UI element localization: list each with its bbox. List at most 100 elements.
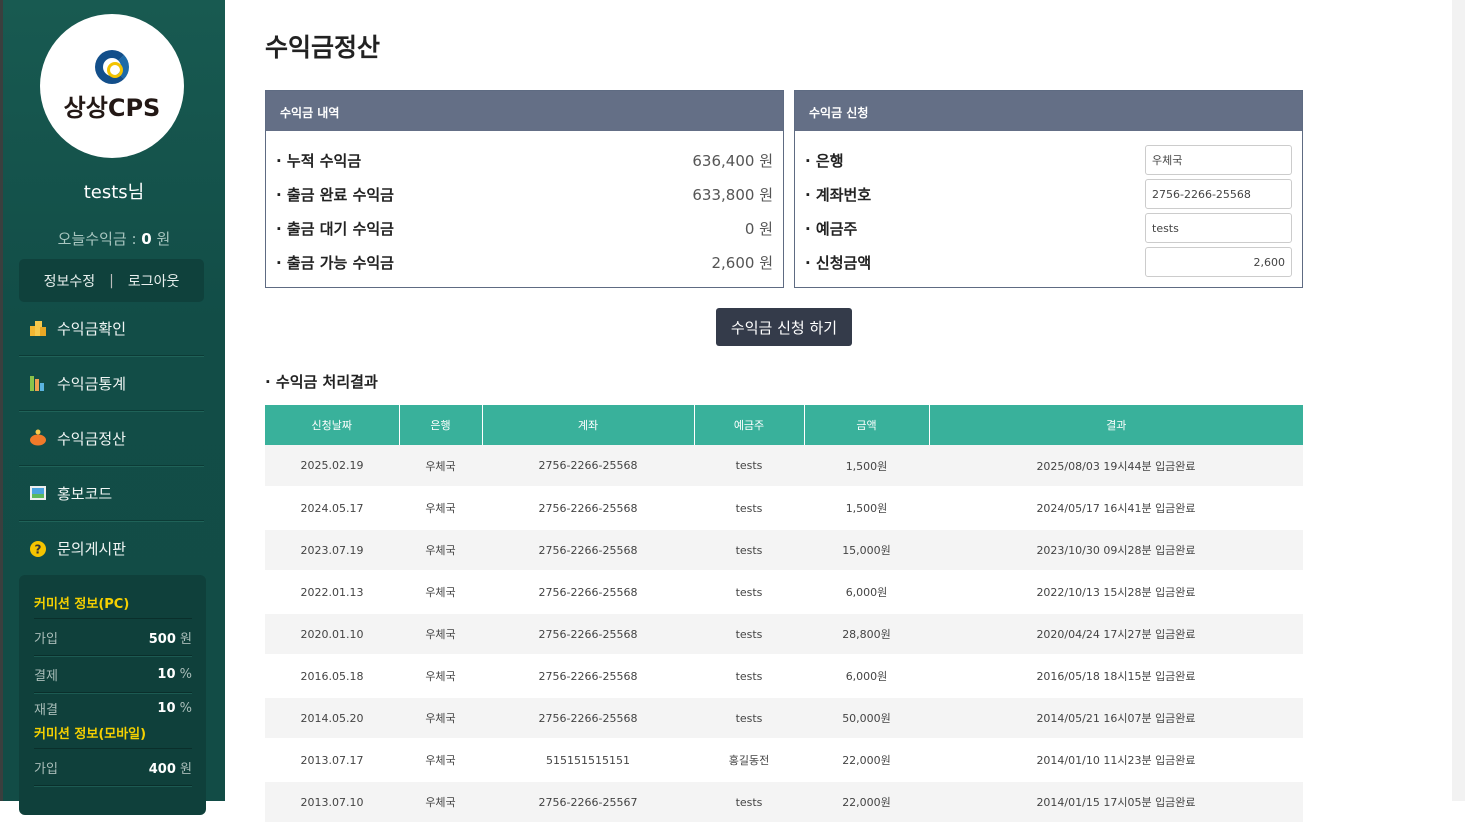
table-cell: 2016.05.18 bbox=[265, 655, 399, 698]
commission-unit: 원 bbox=[180, 631, 192, 647]
table-cell: 1,500원 bbox=[804, 445, 929, 488]
table-cell: 2014/05/21 16시07분 입금완료 bbox=[929, 697, 1303, 740]
commission-label: 결제 bbox=[34, 668, 58, 684]
table-cell: tests bbox=[694, 655, 804, 698]
table-cell: 28,800원 bbox=[804, 613, 929, 656]
table-cell: 2022.01.13 bbox=[265, 571, 399, 614]
table-cell: 2023.07.19 bbox=[265, 529, 399, 572]
sidebar-menu: 수익금확인 수익금통계 수익금정산 홍보코드 ? 문의게시판 bbox=[19, 301, 204, 576]
table-row: 2025.02.19 우체국 2756-2266-25568 tests 1,500원 2… bbox=[265, 445, 1303, 488]
table-cell: 2756-2266-25568 bbox=[482, 445, 694, 488]
amount-label: · 신청금액 bbox=[805, 253, 872, 272]
account-number-input[interactable] bbox=[1145, 179, 1292, 209]
table-cell: 2013.07.10 bbox=[265, 781, 399, 824]
bank-row: · 은행 bbox=[795, 143, 1302, 177]
column-header: 은행 bbox=[398, 405, 482, 445]
commission-pc-title: 커미션 정보(PC) bbox=[34, 593, 192, 619]
sidebar-item-earnings-stats[interactable]: 수익금통계 bbox=[19, 356, 204, 411]
separator: | bbox=[109, 272, 114, 289]
edit-info-link[interactable]: 정보수정 bbox=[43, 273, 96, 290]
history-value: 0 원 bbox=[744, 219, 773, 238]
table-header-row: 신청날짜 은행 계좌 예금주 금액 결과 bbox=[265, 405, 1303, 445]
table-cell: 2756-2266-25568 bbox=[482, 613, 694, 656]
earnings-history-panel: 수익금 내역 · 누적 수익금 636,400 원 · 출금 완료 수익금 633,… bbox=[265, 90, 784, 288]
sidebar-item-earnings-check[interactable]: 수익금확인 bbox=[19, 301, 204, 356]
history-row: · 출금 대기 수익금 0 원 bbox=[266, 211, 783, 245]
submit-request-button[interactable]: 수익금 신청 하기 bbox=[716, 308, 852, 346]
earnings-request-panel: 수익금 신청 · 은행 · 계좌번호 · 예금주 · 신청금액 bbox=[794, 90, 1303, 288]
sidebar-item-label: 문의게시판 bbox=[57, 540, 127, 558]
table-cell: tests bbox=[694, 613, 804, 656]
history-value: 2,600 원 bbox=[711, 253, 773, 272]
commission-label: 재결 bbox=[34, 702, 58, 718]
today-unit: 원 bbox=[156, 230, 171, 248]
table-cell: 2756-2266-25568 bbox=[482, 571, 694, 614]
table-row: 2013.07.10 우체국 2756-2266-25567 tests 22,000원… bbox=[265, 781, 1303, 824]
commission-row: 가입 400 원 bbox=[34, 749, 192, 786]
panel-title: 수익금 내역 bbox=[266, 91, 783, 131]
history-label: · 출금 대기 수익금 bbox=[276, 219, 394, 238]
column-header: 예금주 bbox=[693, 405, 804, 445]
table-cell: 22,000원 bbox=[804, 739, 929, 782]
sidebar-item-promo-code[interactable]: 홍보코드 bbox=[19, 466, 204, 521]
amount-input[interactable] bbox=[1145, 247, 1292, 277]
column-header: 계좌 bbox=[481, 405, 694, 445]
sidebar-item-label: 수익금통계 bbox=[57, 374, 127, 393]
table-cell: 우체국 bbox=[399, 487, 482, 530]
table-cell: tests bbox=[694, 487, 804, 530]
table-cell: 우체국 bbox=[399, 571, 482, 614]
table-cell: tests bbox=[694, 571, 804, 614]
sidebar-item-inquiry-board[interactable]: ? 문의게시판 bbox=[19, 521, 204, 576]
table-cell: tests bbox=[694, 529, 804, 572]
table-row: 2023.07.19 우체국 2756-2266-25568 tests 15,000원… bbox=[265, 529, 1303, 572]
column-header: 결과 bbox=[928, 405, 1303, 445]
table-cell: 2014/01/15 17시05분 입금완료 bbox=[929, 781, 1303, 824]
sidebar-item-settlement[interactable]: 수익금정산 bbox=[19, 411, 204, 466]
table-cell: 22,000원 bbox=[804, 781, 929, 824]
table-cell: 2014/01/10 11시23분 입금완료 bbox=[929, 739, 1303, 782]
commission-row: 결제 10 % bbox=[34, 656, 192, 693]
table-cell: 2024.05.17 bbox=[265, 487, 399, 530]
today-earnings: 오늘수익금 : 0 원 bbox=[3, 228, 225, 249]
table-row: 2013.07.17 우체국 515151515151 홍길동전 22,000원 2014… bbox=[265, 739, 1303, 782]
account-label: · 계좌번호 bbox=[805, 185, 872, 204]
bank-label: · 은행 bbox=[805, 151, 844, 170]
account-holder-input[interactable] bbox=[1145, 213, 1292, 243]
commission-row: 가입 500 원 bbox=[34, 619, 192, 656]
commission-label: 가입 bbox=[34, 761, 58, 777]
table-cell: 2020/04/24 17시27분 입금완료 bbox=[929, 613, 1303, 656]
bar-chart-icon bbox=[30, 376, 44, 391]
history-row: · 누적 수익금 636,400 원 bbox=[266, 143, 783, 177]
account-row: · 계좌번호 bbox=[795, 177, 1302, 211]
table-cell: tests bbox=[694, 697, 804, 740]
table-cell: 2756-2266-25568 bbox=[482, 655, 694, 698]
logout-link[interactable]: 로그아웃 bbox=[127, 273, 180, 290]
table-cell: 홍길동전 bbox=[694, 739, 804, 782]
table-cell: 2013.07.17 bbox=[265, 739, 399, 782]
table-cell: 2756-2266-25568 bbox=[482, 487, 694, 530]
table-row: 2014.05.20 우체국 2756-2266-25568 tests 50,000원… bbox=[265, 697, 1303, 740]
table-cell: 6,000원 bbox=[804, 655, 929, 698]
scrollbar[interactable] bbox=[1452, 0, 1465, 801]
today-label: 오늘수익금 : bbox=[57, 230, 137, 248]
table-cell: 2014.05.20 bbox=[265, 697, 399, 740]
coins-icon bbox=[30, 321, 46, 336]
table-cell: tests bbox=[694, 445, 804, 488]
table-cell: 15,000원 bbox=[804, 529, 929, 572]
holder-row: · 예금주 bbox=[795, 211, 1302, 245]
column-header: 금액 bbox=[803, 405, 929, 445]
sidebar-item-label: 홍보코드 bbox=[57, 484, 113, 503]
table-cell: 515151515151 bbox=[482, 739, 694, 782]
logo[interactable]: 상상CPS bbox=[40, 14, 184, 158]
commission-mobile-title: 커미션 정보(모바일) bbox=[34, 723, 192, 749]
table-cell: 2023/10/30 09시28분 입금완료 bbox=[929, 529, 1303, 572]
table-cell: 우체국 bbox=[399, 613, 482, 656]
bank-input[interactable] bbox=[1145, 145, 1292, 175]
commission-value: 10 bbox=[157, 666, 176, 682]
page-title: 수익금정산 bbox=[265, 33, 381, 62]
commission-unit: % bbox=[179, 666, 192, 682]
table-cell: 50,000원 bbox=[804, 697, 929, 740]
amount-row: · 신청금액 bbox=[795, 245, 1302, 279]
commission-label: 가입 bbox=[34, 631, 58, 647]
table-cell: 2756-2266-25568 bbox=[482, 529, 694, 572]
